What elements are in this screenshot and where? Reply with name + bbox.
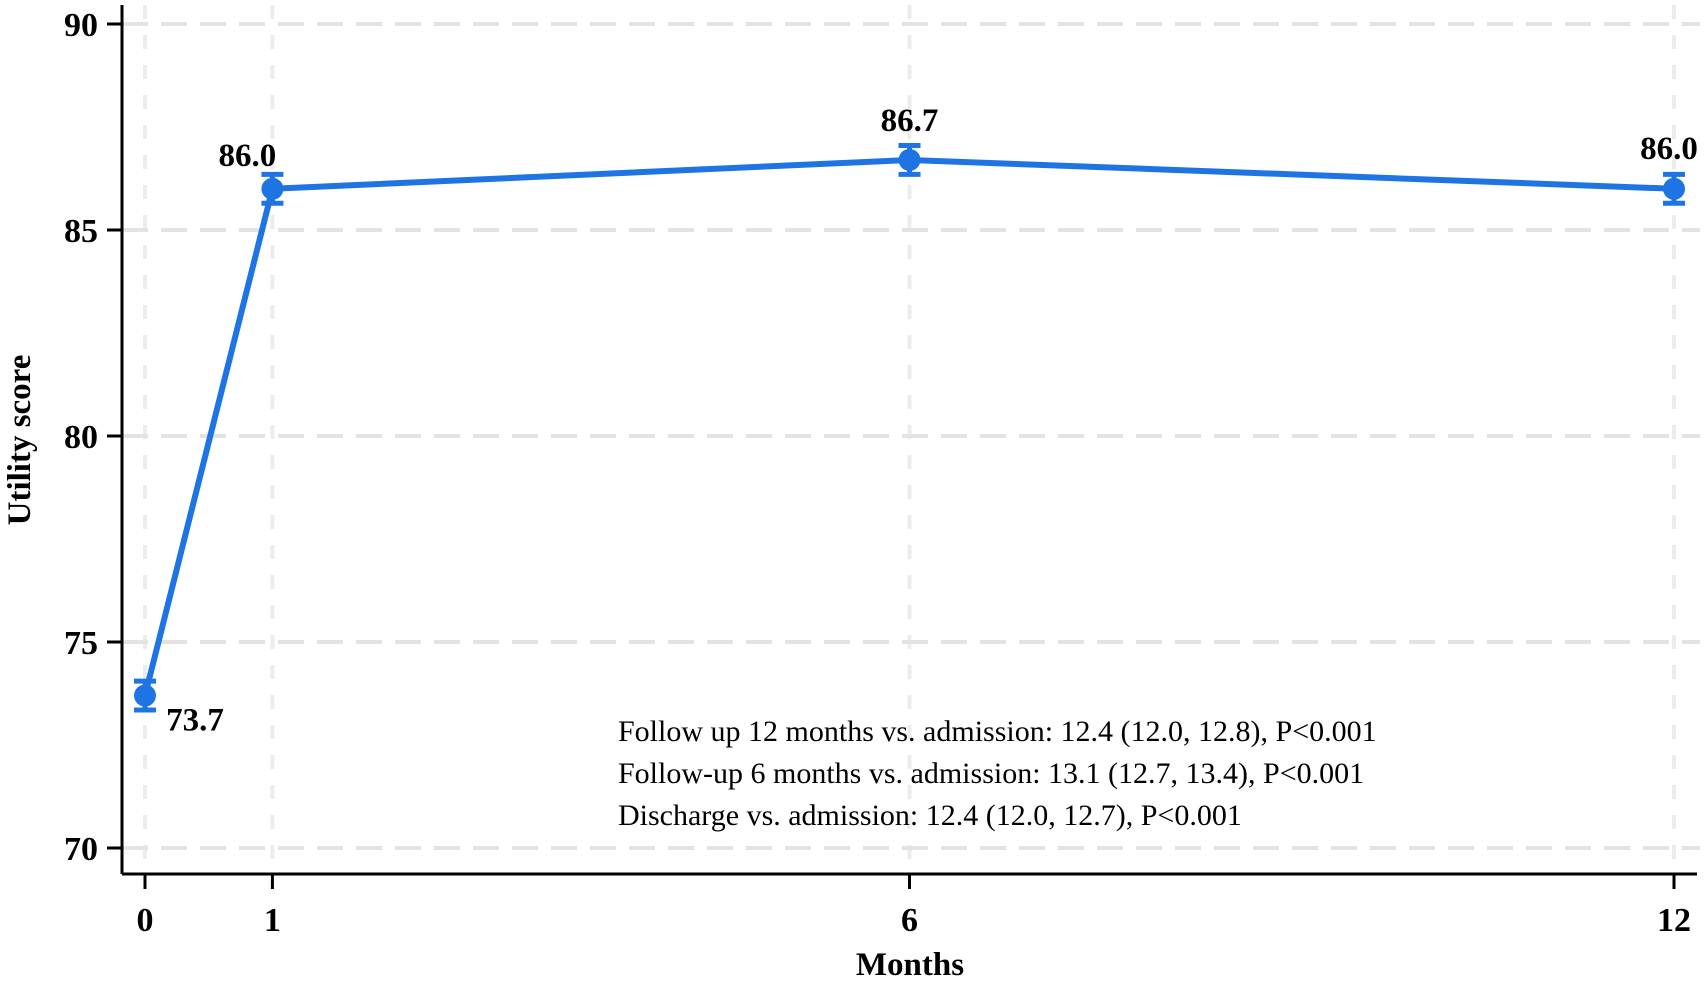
data-point-label: 86.0 [219, 138, 277, 174]
y-tick-label: 80 [64, 419, 98, 456]
y-axis-title: Utility score [2, 355, 38, 526]
data-point-label: 86.7 [881, 103, 939, 139]
data-point-marker [134, 684, 156, 707]
x-tick-label: 6 [901, 902, 918, 939]
data-point-label: 86.0 [1640, 131, 1698, 167]
x-tick-label: 1 [264, 902, 281, 939]
series-line [142, 156, 1678, 699]
data-point-marker [1663, 177, 1686, 200]
annotation-line-3: Discharge vs. admission: 12.4 (12.0, 12.… [618, 799, 1242, 832]
data-point-marker [898, 148, 921, 171]
y-tick-label: 75 [64, 625, 98, 662]
x-axis-title: Months [856, 947, 964, 981]
x-tick-label: 12 [1657, 902, 1691, 939]
annotation-line-1: Follow up 12 months vs. admission: 12.4 … [618, 715, 1377, 748]
data-point-label: 73.7 [166, 703, 224, 739]
y-tick-label: 90 [64, 7, 98, 44]
data-point-marker [261, 177, 284, 200]
y-tick-label: 70 [64, 831, 98, 868]
x-tick-label: 0 [137, 902, 154, 939]
annotation-line-2: Follow-up 6 months vs. admission: 13.1 (… [618, 757, 1364, 790]
y-tick-label: 85 [64, 213, 98, 250]
